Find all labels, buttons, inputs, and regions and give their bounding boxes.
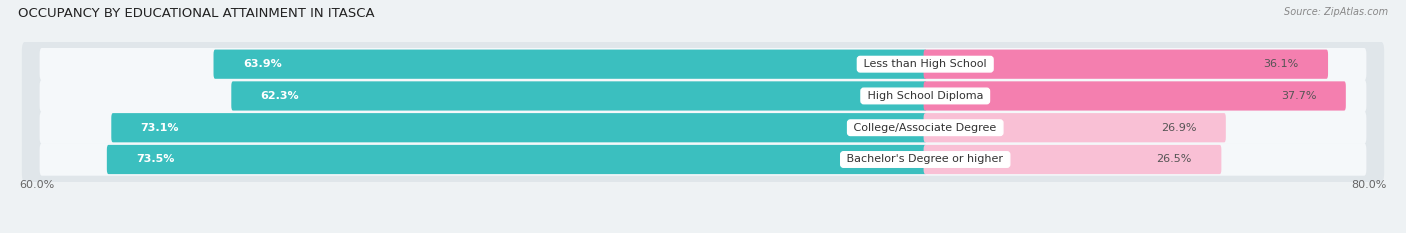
FancyBboxPatch shape xyxy=(39,80,1367,112)
FancyBboxPatch shape xyxy=(22,137,1384,182)
FancyBboxPatch shape xyxy=(107,145,927,174)
Text: OCCUPANCY BY EDUCATIONAL ATTAINMENT IN ITASCA: OCCUPANCY BY EDUCATIONAL ATTAINMENT IN I… xyxy=(18,7,375,20)
FancyBboxPatch shape xyxy=(39,112,1367,144)
FancyBboxPatch shape xyxy=(924,145,1222,174)
Text: 80.0%: 80.0% xyxy=(1351,180,1386,190)
FancyBboxPatch shape xyxy=(22,73,1384,119)
Text: 26.9%: 26.9% xyxy=(1161,123,1197,133)
Text: 63.9%: 63.9% xyxy=(243,59,281,69)
Text: College/Associate Degree: College/Associate Degree xyxy=(851,123,1000,133)
Text: 73.5%: 73.5% xyxy=(136,154,174,164)
Text: 73.1%: 73.1% xyxy=(141,123,179,133)
FancyBboxPatch shape xyxy=(39,143,1367,176)
FancyBboxPatch shape xyxy=(924,50,1329,79)
FancyBboxPatch shape xyxy=(39,48,1367,80)
Text: Less than High School: Less than High School xyxy=(860,59,990,69)
Text: 26.5%: 26.5% xyxy=(1157,154,1192,164)
Text: 37.7%: 37.7% xyxy=(1281,91,1316,101)
FancyBboxPatch shape xyxy=(924,113,1226,142)
Text: Source: ZipAtlas.com: Source: ZipAtlas.com xyxy=(1284,7,1388,17)
FancyBboxPatch shape xyxy=(214,50,927,79)
Text: 62.3%: 62.3% xyxy=(260,91,299,101)
FancyBboxPatch shape xyxy=(22,105,1384,150)
Text: Bachelor's Degree or higher: Bachelor's Degree or higher xyxy=(844,154,1007,164)
Text: 60.0%: 60.0% xyxy=(20,180,55,190)
FancyBboxPatch shape xyxy=(111,113,927,142)
Text: 36.1%: 36.1% xyxy=(1264,59,1299,69)
Text: High School Diploma: High School Diploma xyxy=(863,91,987,101)
FancyBboxPatch shape xyxy=(232,81,927,111)
FancyBboxPatch shape xyxy=(924,81,1346,111)
FancyBboxPatch shape xyxy=(22,42,1384,87)
